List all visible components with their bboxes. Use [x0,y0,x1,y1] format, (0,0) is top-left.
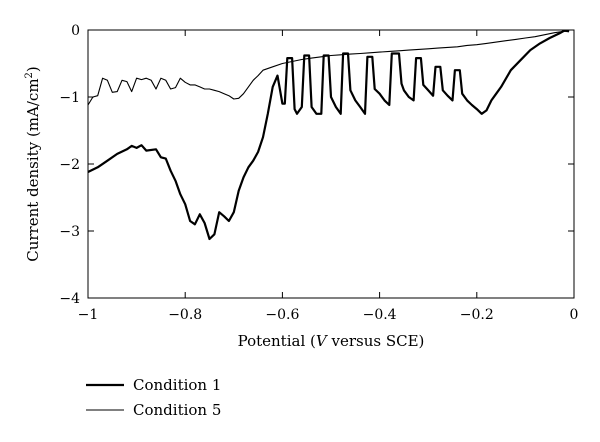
plot-frame [87,29,575,299]
y-tick-label: 0 [71,23,80,39]
y-tick-label: −1 [59,90,80,106]
y-tick-labels: 0 −1 −2 −3 −4 [59,23,80,307]
y-tick-label: −2 [59,157,80,173]
x-tick-label: 0 [570,307,579,323]
series-line-condition-5 [87,30,570,106]
legend-label-condition-5: Condition 5 [133,401,221,419]
series-layer [87,29,570,241]
axis-ticks [87,29,575,299]
x-tick-label: −1 [78,307,99,323]
x-tick-label: −0.2 [460,307,494,323]
y-tick-label: −4 [59,291,80,307]
x-tick-label: −0.6 [265,307,299,323]
legend: Condition 1 Condition 5 [86,376,221,419]
x-tick-label: −0.8 [168,307,202,323]
series-line-condition-1 [87,29,570,241]
y-tick-label: −3 [59,224,80,240]
legend-label-condition-1: Condition 1 [133,376,221,394]
x-axis-title: Potential (V versus SCE) [238,332,425,350]
x-tick-label: −0.4 [363,307,397,323]
x-tick-labels: −1 −0.8 −0.6 −0.4 −0.2 0 [78,307,579,323]
y-axis-title: Current density (mA/cm2) [24,66,42,262]
